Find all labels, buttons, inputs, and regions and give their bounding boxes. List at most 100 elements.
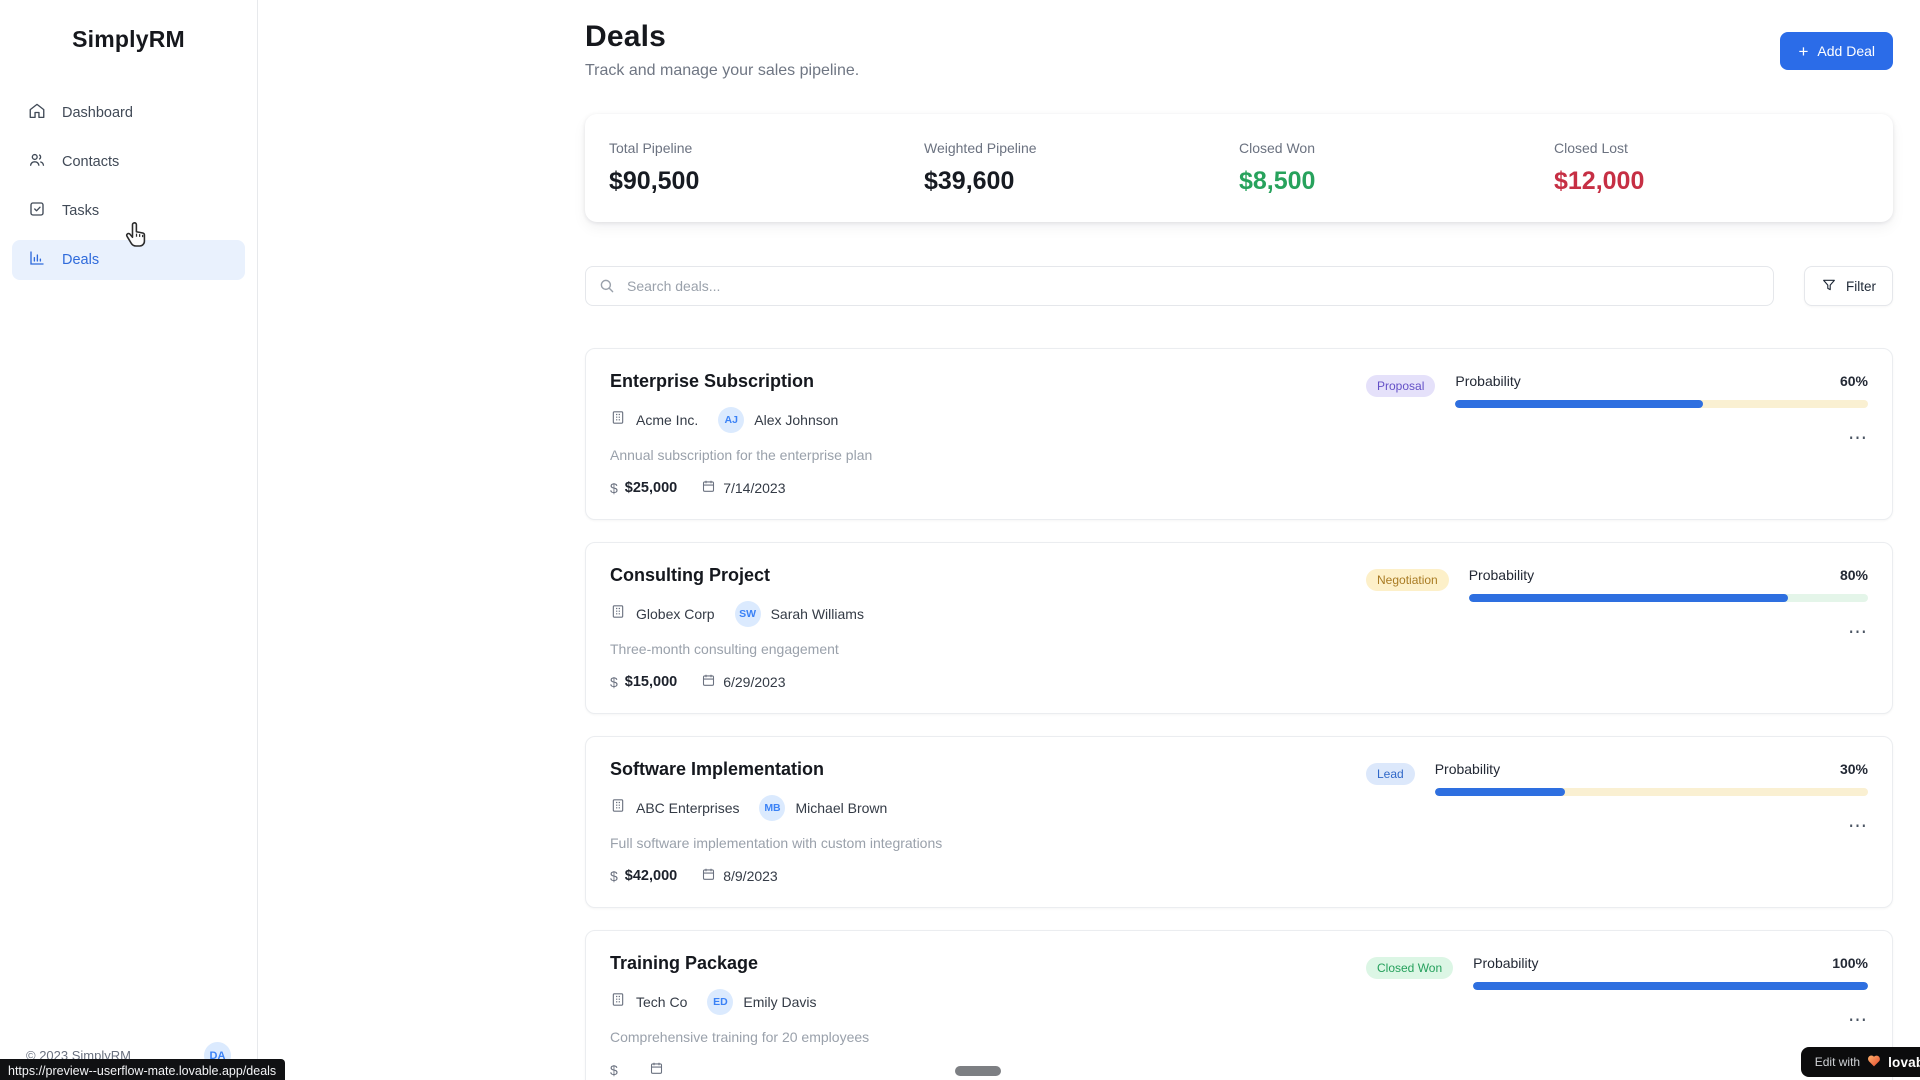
deal-right: Closed Won Probability 100% ⋯ bbox=[1366, 953, 1868, 1079]
probability-row: Probability 60% bbox=[1455, 373, 1868, 389]
page-header-text: Deals Track and manage your sales pipeli… bbox=[585, 20, 859, 80]
deal-card[interactable]: Enterprise Subscription Acme Inc. AJ Ale… bbox=[585, 348, 1893, 520]
pipeline-stats: Total Pipeline $90,500 Weighted Pipeline… bbox=[585, 114, 1893, 222]
deal-info: Training Package Tech Co ED Emily Davis … bbox=[610, 953, 1366, 1079]
deal-card[interactable]: Training Package Tech Co ED Emily Davis … bbox=[585, 930, 1893, 1080]
deal-info: Consulting Project Globex Corp SW Sarah … bbox=[610, 565, 1366, 691]
probability-value: 30% bbox=[1839, 761, 1868, 777]
deal-right: Proposal Probability 60% ⋯ bbox=[1366, 371, 1868, 497]
contact-avatar: SW bbox=[734, 601, 761, 627]
horizontal-scrollbar-thumb[interactable] bbox=[955, 1066, 1001, 1076]
search-input-wrapper bbox=[585, 266, 1774, 306]
probability-value: 100% bbox=[1832, 955, 1868, 971]
deal-description: Three-month consulting engagement bbox=[610, 641, 839, 657]
filter-button[interactable]: Filter bbox=[1804, 266, 1893, 306]
probability-section: Probability 30% ⋯ bbox=[1434, 761, 1868, 837]
sidebar-item-tasks[interactable]: Tasks bbox=[12, 191, 245, 231]
calendar-icon bbox=[701, 672, 716, 691]
contact-avatar: MB bbox=[759, 795, 786, 821]
probability-bar bbox=[1473, 982, 1868, 990]
sidebar: SimplyRM Dashboard Contacts Tasks bbox=[0, 0, 258, 1080]
deal-meta: $ $25,000 7/14/2023 bbox=[610, 478, 1366, 497]
building-icon bbox=[610, 409, 626, 431]
sidebar-item-label: Contacts bbox=[62, 154, 120, 170]
dollar-icon: $ bbox=[610, 867, 618, 884]
stat-label: Closed Lost bbox=[1554, 140, 1628, 156]
stage-badge: Closed Won bbox=[1366, 957, 1454, 979]
deal-title: Consulting Project bbox=[610, 565, 771, 585]
deal-list: Enterprise Subscription Acme Inc. AJ Ale… bbox=[585, 348, 1893, 1080]
stage-badge: Lead bbox=[1366, 763, 1415, 785]
search-input[interactable] bbox=[585, 266, 1774, 306]
contact-avatar: ED bbox=[707, 989, 734, 1015]
deal-description: Full software implementation with custom… bbox=[610, 835, 943, 851]
stat-value: $90,500 bbox=[609, 167, 700, 195]
sidebar-item-dashboard[interactable]: Dashboard bbox=[12, 93, 245, 133]
sidebar-item-deals[interactable]: Deals bbox=[12, 240, 245, 280]
probability-row: Probability 100% bbox=[1473, 955, 1868, 971]
more-options-button[interactable]: ⋯ bbox=[1848, 428, 1868, 449]
stat-total-pipeline: Total Pipeline $90,500 bbox=[609, 140, 924, 196]
stage-badge: Proposal bbox=[1366, 375, 1436, 397]
deal-company: Globex Corp bbox=[636, 606, 715, 622]
deal-card[interactable]: Software Implementation ABC Enterprises … bbox=[585, 736, 1893, 908]
sidebar-item-label: Tasks bbox=[62, 203, 100, 219]
stat-closed-won: Closed Won $8,500 bbox=[1239, 140, 1554, 196]
stat-closed-lost: Closed Lost $12,000 bbox=[1554, 140, 1869, 196]
deal-date-item bbox=[649, 1060, 671, 1079]
probability-value: 60% bbox=[1839, 373, 1868, 389]
probability-bar bbox=[1434, 788, 1868, 796]
sidebar-item-label: Dashboard bbox=[62, 105, 133, 121]
deal-amount: $15,000 bbox=[624, 673, 678, 690]
contact-avatar: AJ bbox=[718, 407, 745, 433]
stat-value: $39,600 bbox=[924, 167, 1015, 195]
deal-info: Enterprise Subscription Acme Inc. AJ Ale… bbox=[610, 371, 1366, 497]
probability-bar bbox=[1455, 400, 1868, 408]
probability-label: Probability bbox=[1468, 567, 1535, 583]
deal-title: Enterprise Subscription bbox=[610, 371, 815, 391]
calendar-icon bbox=[701, 478, 716, 497]
app-logo: SimplyRM bbox=[72, 26, 185, 52]
add-deal-button[interactable]: + Add Deal bbox=[1780, 32, 1893, 70]
dollar-icon: $ bbox=[610, 1061, 618, 1078]
lovable-brand-label: lovable bbox=[1888, 1054, 1920, 1070]
page-title: Deals bbox=[585, 20, 667, 53]
more-options-button[interactable]: ⋯ bbox=[1848, 816, 1868, 837]
deal-meta: $ bbox=[610, 1060, 1366, 1079]
deal-meta: $ $42,000 8/9/2023 bbox=[610, 866, 1366, 885]
deal-amount-item: $ $15,000 bbox=[610, 674, 677, 690]
dollar-icon: $ bbox=[610, 479, 618, 496]
stat-label: Total Pipeline bbox=[609, 140, 693, 156]
more-options-button[interactable]: ⋯ bbox=[1848, 1010, 1868, 1031]
probability-row: Probability 80% bbox=[1469, 567, 1868, 583]
probability-bar-fill bbox=[1434, 788, 1565, 796]
lovable-edit-badge[interactable]: Edit with lovable bbox=[1800, 1047, 1920, 1077]
deal-date: 7/14/2023 bbox=[723, 479, 786, 496]
deal-amount-item: $ $25,000 bbox=[610, 480, 677, 496]
deal-people: Globex Corp SW Sarah Williams bbox=[610, 601, 1366, 627]
sidebar-item-contacts[interactable]: Contacts bbox=[12, 142, 245, 182]
probability-section: Probability 80% ⋯ bbox=[1468, 567, 1868, 643]
main-content: Deals Track and manage your sales pipeli… bbox=[258, 0, 1920, 1080]
deal-amount: $25,000 bbox=[624, 479, 678, 496]
calendar-icon bbox=[701, 866, 716, 885]
probability-value: 80% bbox=[1839, 567, 1868, 583]
calendar-icon bbox=[649, 1060, 664, 1079]
deal-amount: $42,000 bbox=[624, 867, 678, 884]
status-bar-url: https://preview--userflow-mate.lovable.a… bbox=[0, 1059, 286, 1080]
more-options-button[interactable]: ⋯ bbox=[1848, 622, 1868, 643]
probability-label: Probability bbox=[1434, 761, 1501, 777]
deal-card[interactable]: Consulting Project Globex Corp SW Sarah … bbox=[585, 542, 1893, 714]
deal-amount-item: $ $42,000 bbox=[610, 868, 677, 884]
probability-bar-fill bbox=[1473, 982, 1868, 990]
deal-title: Training Package bbox=[610, 953, 759, 973]
stat-weighted-pipeline: Weighted Pipeline $39,600 bbox=[924, 140, 1239, 196]
home-icon bbox=[28, 102, 46, 124]
deal-contact: Michael Brown bbox=[795, 800, 888, 816]
plus-icon: + bbox=[1798, 41, 1809, 61]
building-icon bbox=[610, 797, 626, 819]
stat-value: $12,000 bbox=[1554, 167, 1645, 195]
deal-date: 6/29/2023 bbox=[723, 673, 786, 690]
probability-label: Probability bbox=[1473, 955, 1539, 971]
